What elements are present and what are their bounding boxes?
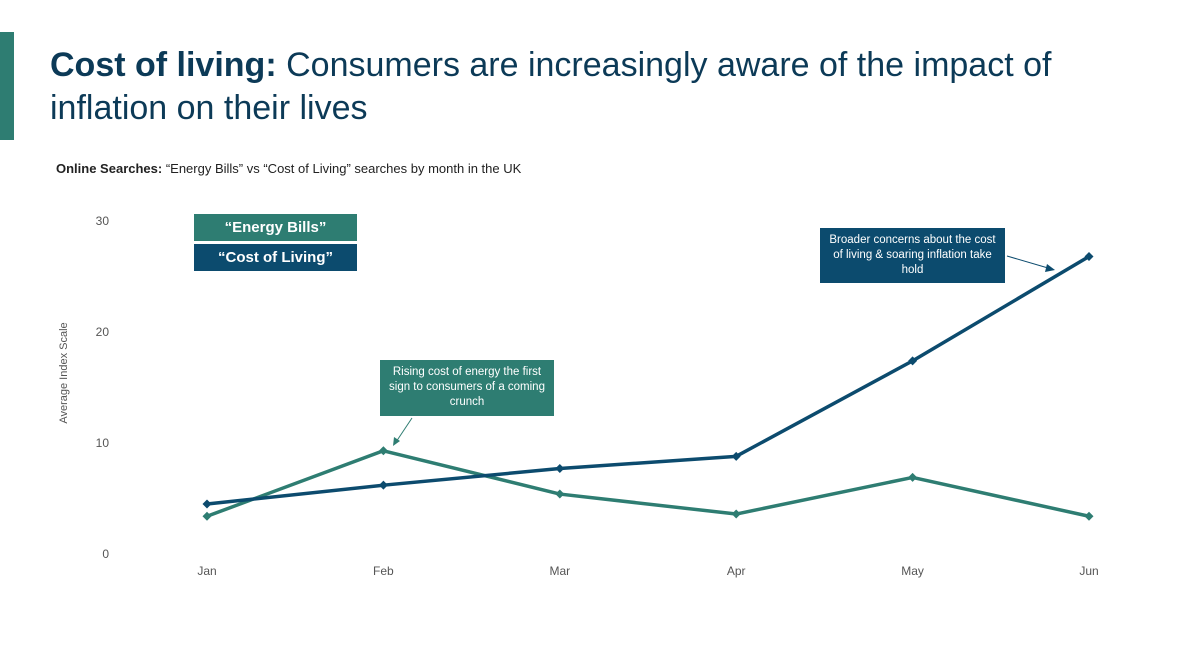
subtitle-bold: Online Searches: [56,161,163,176]
data-point-energy-bills [1084,511,1094,521]
annotation-arrow-cost-of-living [1006,255,1049,269]
annotation-arrows [393,255,1055,446]
chart-subtitle: Online Searches: “Energy Bills” vs “Cost… [56,161,521,176]
series-line-cost-of-living [206,255,1090,506]
y-tick-label: 30 [96,214,110,228]
x-tick-label: May [901,564,924,578]
subtitle-rest: “Energy Bills” vs “Cost of Living” searc… [162,161,522,176]
data-point-energy-bills [731,509,741,519]
data-point-energy-bills [908,472,918,482]
y-tick-label: 0 [102,547,109,561]
annotation-arrow-energy [395,417,413,443]
x-tick-label: Jun [1079,564,1098,578]
x-tick-label: Jan [197,564,216,578]
data-point-cost-of-living [1084,252,1094,262]
accent-bar [0,32,14,140]
data-point-cost-of-living [908,356,918,366]
series-group [202,252,1094,521]
x-tick-label: Apr [727,564,746,578]
y-tick-label: 20 [96,325,110,339]
legend-energy-bills: “Energy Bills” [194,214,357,241]
y-axis-ticks: 0 10 20 30 [96,214,110,561]
data-point-cost-of-living [555,464,565,474]
title-rest: Consumers are increasingly aware of the … [50,46,1052,127]
annotation-cost-of-living: Broader concerns about the cost of livin… [820,228,1005,283]
data-point-cost-of-living [202,499,212,509]
data-point-energy-bills [555,489,565,499]
arrowhead-energy [393,437,400,446]
legend-cost-of-living: “Cost of Living” [194,244,357,271]
annotation-energy: Rising cost of energy the first sign to … [380,360,554,416]
x-axis-ticks: Jan Feb Mar Apr May Jun [197,564,1098,578]
arrowhead-cost-of-living [1045,264,1055,272]
y-tick-label: 10 [96,436,110,450]
data-point-energy-bills [378,446,388,456]
x-tick-label: Mar [549,564,570,578]
data-point-cost-of-living [731,451,741,461]
data-point-energy-bills [202,511,212,521]
data-point-cost-of-living [378,480,388,490]
x-tick-label: Feb [373,564,394,578]
page-title: Cost of living: Consumers are increasing… [50,44,1150,130]
title-bold: Cost of living: [50,46,277,84]
y-axis-title: Average Index Scale [58,322,70,423]
series-line-energy-bills [206,449,1090,518]
